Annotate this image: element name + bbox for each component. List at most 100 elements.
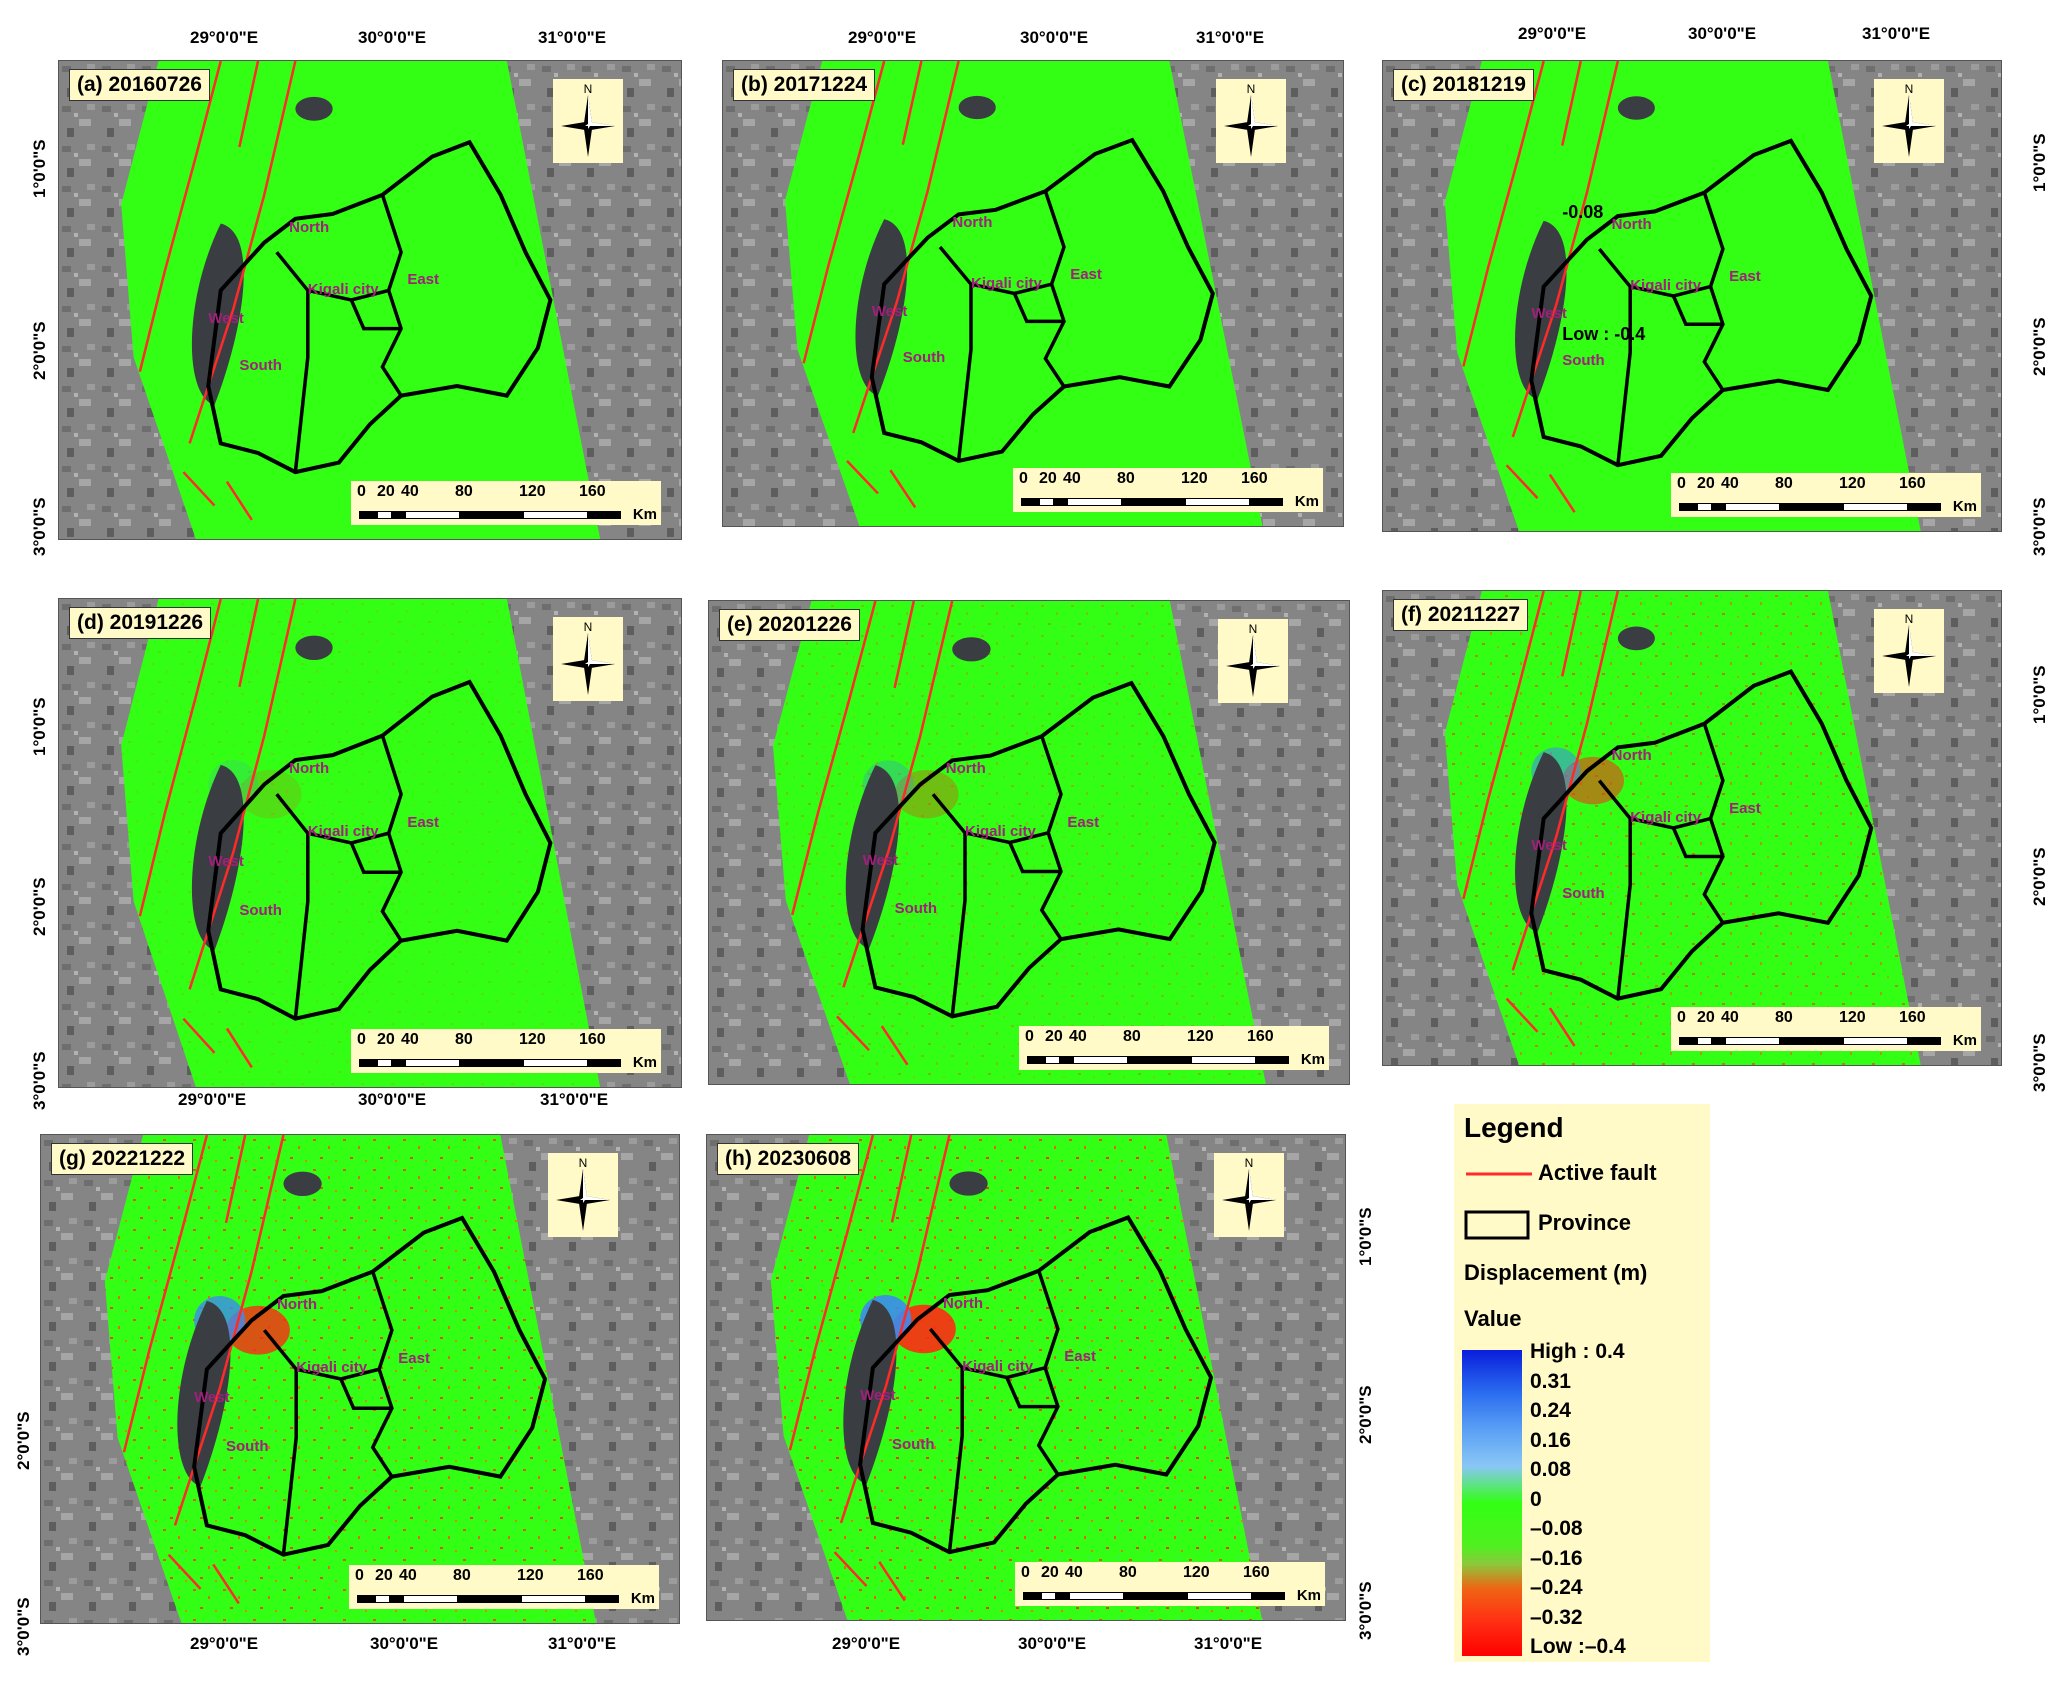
svg-text:N: N	[1905, 612, 1914, 626]
svg-text:N: N	[579, 1156, 588, 1170]
scale-bar: 0 20 40 80 120 160 Km	[1019, 1026, 1329, 1070]
scale-segment	[587, 1059, 621, 1067]
province-boundary	[858, 1214, 1214, 1555]
scale-segment	[587, 511, 621, 519]
ramp-label: 0.31	[1530, 1369, 1571, 1393]
active-fault	[238, 61, 260, 148]
lake	[958, 95, 996, 120]
scale-tick: 0	[1677, 1009, 1686, 1026]
scale-tick: 20	[375, 1567, 393, 1584]
scale-tick: 40	[399, 1567, 417, 1584]
scale-tick: 120	[1839, 1009, 1866, 1026]
map-panel-d: North Kigali city East West South (d) 2019122…	[58, 598, 682, 1088]
active-fault	[1505, 997, 1539, 1033]
lon-label: 30°0'0"E	[1688, 24, 1757, 43]
scale-tick: 20	[1045, 1028, 1063, 1045]
lon-label: 31°0'0"E	[1194, 1634, 1263, 1653]
displacement-swath	[785, 61, 1263, 526]
scale-segment	[1843, 503, 1909, 511]
panel-date-label: (b) 20171224	[733, 69, 876, 101]
scale-segment	[1843, 1037, 1909, 1045]
scale-tick: 20	[1697, 475, 1715, 492]
svg-text:N: N	[1248, 622, 1257, 636]
scale-unit: Km	[1296, 1587, 1321, 1604]
scale-unit: Km	[632, 1054, 657, 1071]
scale-segment	[405, 511, 461, 519]
lake	[295, 96, 333, 121]
scale-tick: 0	[357, 483, 366, 500]
scale-tick: 0	[355, 1567, 364, 1584]
lon-label: 30°0'0"E	[1020, 28, 1089, 47]
scale-unit: Km	[1952, 498, 1977, 515]
province-label: North	[289, 218, 330, 236]
scale-segment	[359, 511, 379, 519]
province-boundary	[349, 299, 402, 331]
ramp-label: Low :–0.4	[1530, 1635, 1626, 1658]
scale-tick: 40	[1721, 1009, 1739, 1026]
scale-tick: 20	[1041, 1564, 1059, 1581]
province-label: South	[226, 1437, 269, 1455]
active-fault	[1560, 61, 1582, 146]
scale-tick: 160	[577, 1567, 604, 1584]
north-arrow-icon: N	[1215, 79, 1286, 163]
province-boundary	[1043, 283, 1066, 388]
province-boundary	[192, 1215, 548, 1557]
active-fault	[846, 460, 879, 495]
ramp-label: –0.32	[1530, 1605, 1583, 1629]
lon-label: 29°0'0"E	[832, 1634, 901, 1653]
active-fault	[890, 1135, 913, 1223]
lake	[1617, 626, 1655, 651]
panel-date-label: (g) 20221222	[51, 1143, 194, 1175]
panel-date-label: (h) 20230608	[717, 1143, 860, 1175]
lat-label: 2°0'0"S	[2030, 847, 2049, 906]
province-boundary	[262, 1329, 298, 1555]
panel-date-label: (d) 20191226	[69, 607, 212, 639]
active-fault	[878, 1561, 906, 1602]
north-arrow-icon: N	[548, 1153, 619, 1237]
map-panel-a: North Kigali city East West South (a) 2016072…	[58, 60, 682, 540]
map-panel-c: North Kigali city East West South (c) 2018121…	[1382, 60, 2002, 532]
deformation-noise	[770, 1135, 1263, 1620]
province-label: South	[239, 357, 282, 375]
scale-segment	[1185, 498, 1251, 506]
lat-label: 3°0'0"S	[2030, 1033, 2049, 1092]
active-fault	[1548, 473, 1576, 513]
lat-label: 2°0'0"S	[30, 321, 49, 380]
scale-segment	[1123, 1592, 1189, 1600]
province-label: East	[407, 271, 439, 289]
scale-tick: 80	[1119, 1564, 1137, 1581]
lake	[949, 1171, 988, 1196]
active-fault	[1462, 591, 1545, 900]
scale-segment	[459, 1059, 525, 1067]
active-fault	[238, 599, 260, 688]
province-boundary	[1702, 286, 1725, 391]
scale-bar: 0 20 40 80 120 160 Km	[351, 1029, 661, 1073]
province-boundary	[860, 680, 1217, 1019]
province-label: East	[1070, 265, 1102, 283]
north-arrow-icon: N	[553, 79, 624, 163]
lon-label: 31°0'0"E	[1196, 28, 1265, 47]
scale-bar: 0 20 40 80 120 160 Km	[1015, 1562, 1325, 1606]
province-boundary	[295, 1271, 394, 1381]
scale-segment	[1725, 1037, 1781, 1045]
province-label: North	[943, 1295, 984, 1313]
province-label: North	[952, 214, 993, 232]
scale-tick: 40	[401, 1031, 419, 1048]
deformation-noise	[104, 1135, 597, 1623]
map-panel-b: North Kigali city East West South (b) 2017122…	[722, 60, 1344, 527]
province-boundary	[349, 842, 402, 875]
scale-tick: 80	[1775, 1009, 1793, 1026]
active-fault	[833, 1551, 868, 1587]
province-label: Kigali city	[1630, 277, 1702, 295]
province-label: West	[862, 852, 899, 870]
lake	[283, 1171, 322, 1196]
province-boundary	[1036, 1367, 1060, 1476]
scale-segment	[1069, 1592, 1125, 1600]
lat-label: 1°0'0"S	[2030, 133, 2049, 192]
svg-text:N: N	[1247, 82, 1256, 96]
ramp-label: 0	[1530, 1487, 1542, 1511]
lake	[952, 637, 991, 662]
scale-tick: 120	[1187, 1028, 1214, 1045]
color-ramp	[1462, 1350, 1522, 1656]
active-fault	[790, 601, 877, 916]
